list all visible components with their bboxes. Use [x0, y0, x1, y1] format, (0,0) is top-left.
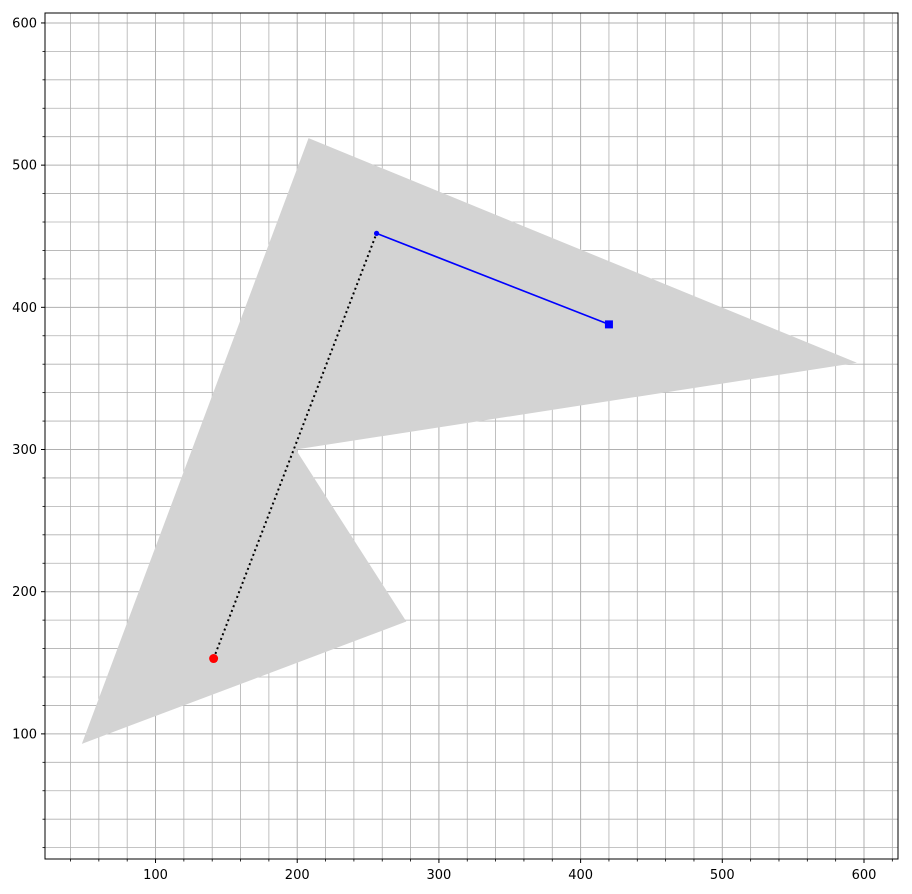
circle-marker [209, 654, 219, 664]
small-circle-marker [373, 230, 380, 236]
shaded-region [81, 138, 857, 744]
markers [209, 230, 613, 664]
axes-frame [44, 12, 899, 860]
x-tick-label: 300 [426, 868, 451, 883]
y-tick-label: 600 [12, 16, 37, 31]
square-marker [604, 320, 613, 329]
axis-tick-labels: 100 200 300 400 500 600 100 200 300 400 500 600 [12, 16, 876, 883]
axis-ticks [41, 22, 893, 863]
x-tick-label: 600 [852, 868, 877, 883]
y-tick-label: 200 [12, 585, 37, 600]
y-tick-label: 400 [12, 301, 37, 316]
y-tick-label: 300 [12, 443, 37, 458]
dotted-path [212, 233, 378, 659]
y-tick-label: 100 [12, 727, 37, 742]
y-tick-label: 500 [12, 159, 37, 174]
x-tick-label: 100 [143, 868, 168, 883]
solid-path [376, 232, 610, 326]
x-tick-label: 200 [285, 868, 310, 883]
x-tick-label: 500 [710, 868, 735, 883]
x-tick-label: 400 [568, 868, 593, 883]
